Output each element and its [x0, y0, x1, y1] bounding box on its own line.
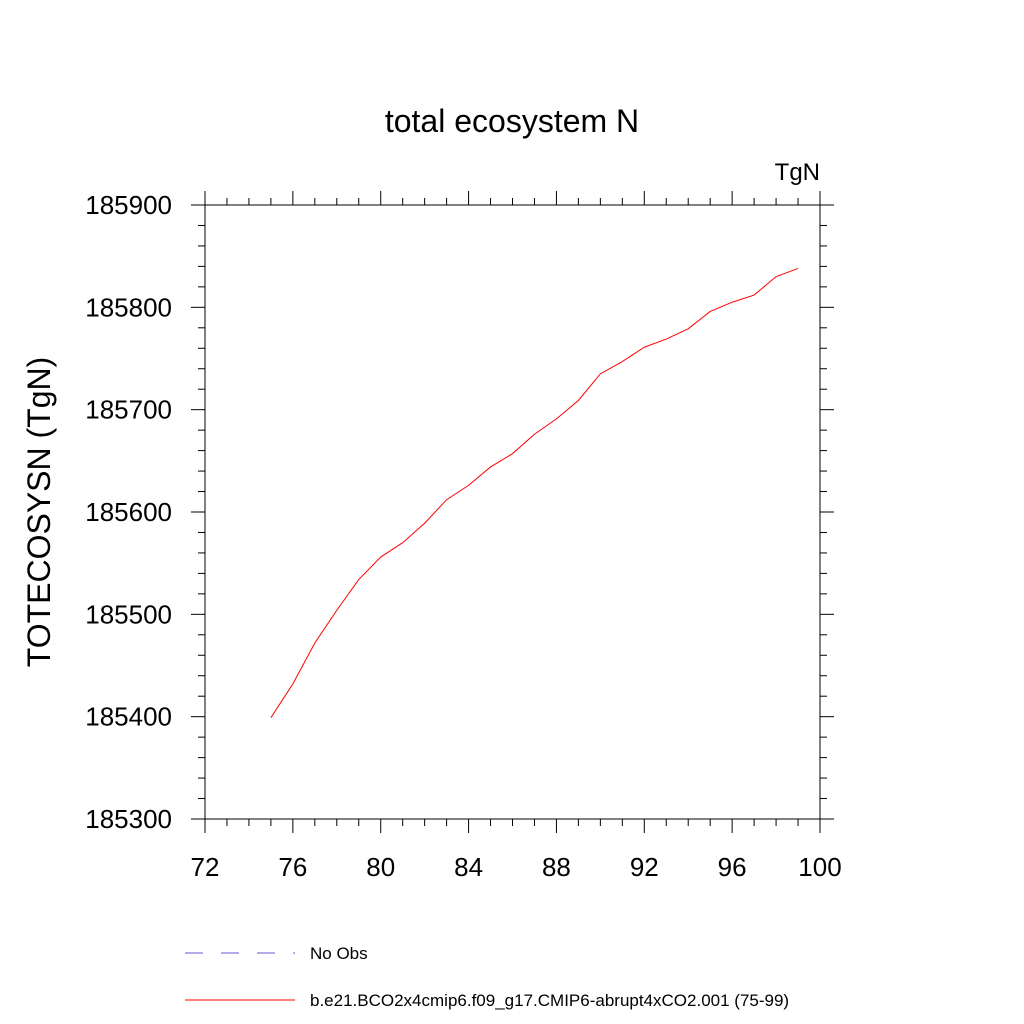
plot-frame	[204, 204, 821, 820]
series-group	[270, 267, 799, 718]
x-tick-label: 92	[630, 852, 659, 882]
y-tick-label: 185400	[85, 702, 172, 732]
y-axis-label: TOTECOSYSN (TgN)	[21, 357, 57, 668]
legend: No Obs b.e21.BCO2x4cmip6.f09_g17.CMIP6-ab…	[185, 944, 789, 1010]
x-tick-label: 96	[718, 852, 747, 882]
x-tick-label: 88	[542, 852, 571, 882]
legend-label: b.e21.BCO2x4cmip6.f09_g17.CMIP6-abrupt4x…	[310, 991, 789, 1010]
x-tick-label: 76	[278, 852, 307, 882]
axis-ticks	[191, 191, 834, 833]
legend-label: No Obs	[310, 944, 368, 963]
x-tick-label: 80	[366, 852, 395, 882]
tick-labels: 72 76 80 84 88 92 96 100 185900 185800 185700 18560…	[85, 190, 841, 882]
y-tick-label: 185600	[85, 497, 172, 527]
y-tick-label: 185700	[85, 395, 172, 425]
x-tick-label: 72	[191, 852, 220, 882]
chart-title: total ecosystem N	[385, 103, 639, 139]
y-tick-label: 185300	[85, 804, 172, 834]
y-tick-label: 185800	[85, 292, 172, 322]
y-tick-label: 185900	[85, 190, 172, 220]
series-line	[270, 267, 799, 718]
units-label: TgN	[775, 159, 820, 186]
x-tick-label: 84	[454, 852, 483, 882]
y-tick-label: 185500	[85, 599, 172, 629]
x-tick-label: 100	[798, 852, 841, 882]
